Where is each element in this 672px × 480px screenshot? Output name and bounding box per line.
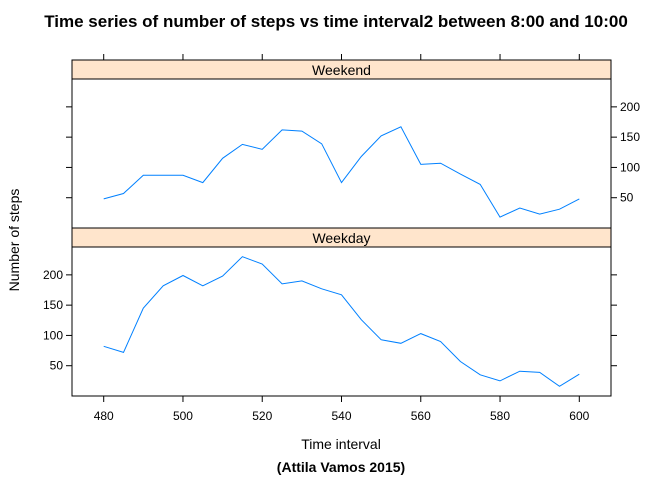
y-tick-label-weekday: 100 xyxy=(43,328,63,342)
y-tick-label-weekend: 150 xyxy=(620,130,640,144)
y-tick-label-weekend: 200 xyxy=(620,100,640,114)
x-tick-label: 520 xyxy=(252,409,272,423)
x-tick-label: 540 xyxy=(331,409,351,423)
y-tick-label-weekend: 100 xyxy=(620,160,640,174)
x-tick-label: 580 xyxy=(490,409,510,423)
plot-area: Weekend 50 100 150 200 Weekday 50 100 150 200 480 5… xyxy=(43,54,640,423)
y-tick-label-weekday: 200 xyxy=(43,268,63,282)
y-axis-label: Number of steps xyxy=(6,189,22,292)
x-tick-label: 560 xyxy=(411,409,431,423)
series-line-weekend xyxy=(103,126,580,218)
chart-caption: (Attila Vamos 2015) xyxy=(277,459,405,475)
x-tick-label: 600 xyxy=(569,409,589,423)
strip-label-weekday: Weekday xyxy=(312,230,370,246)
y-tick-label-weekday: 150 xyxy=(43,298,63,312)
x-tick-label: 500 xyxy=(173,409,193,423)
series-line-weekday xyxy=(103,256,580,387)
y-tick-label-weekend: 50 xyxy=(620,191,634,205)
y-tick-label-weekday: 50 xyxy=(50,359,64,373)
x-tick-label: 480 xyxy=(94,409,114,423)
chart-title: Time series of number of steps vs time i… xyxy=(44,12,628,31)
panel-frame-weekend xyxy=(71,78,612,229)
panel-frame-weekday xyxy=(71,246,612,397)
strip-label-weekend: Weekend xyxy=(312,62,371,78)
x-axis-label: Time interval xyxy=(301,436,381,452)
